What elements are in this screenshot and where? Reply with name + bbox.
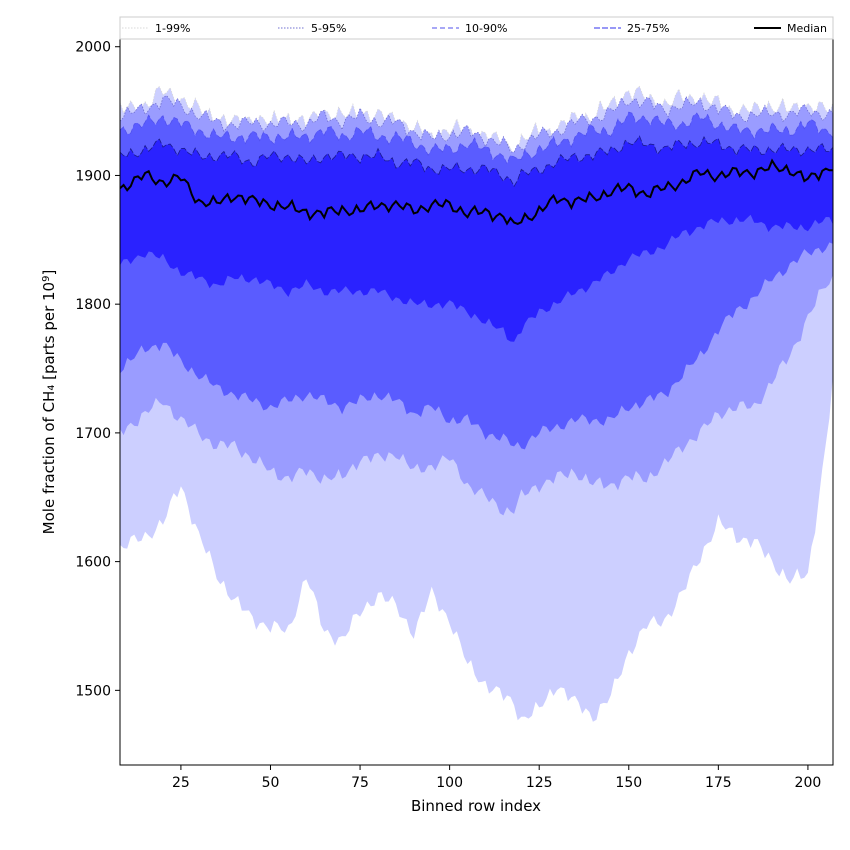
legend-label-25-75%: 25-75% (627, 22, 669, 35)
legend: 1-99% 5-95% 10-90% 25-75% Median (119, 16, 834, 40)
band-25-75%-upper-line (120, 135, 833, 188)
median-series (120, 158, 833, 226)
legend-box (119, 16, 834, 40)
y-axis-label-prefix: Mole fraction of CH₄ [parts per 10 (40, 282, 58, 534)
legend-label-5-95%: 5-95% (311, 22, 346, 35)
x-tick-label-125: 125 (526, 775, 553, 791)
median-line (120, 158, 833, 226)
x-tick-label-100: 100 (436, 775, 463, 791)
x-axis-ticks: 25 50 75 100 125 150 175 200 (172, 765, 821, 791)
y-tick-label-1600: 1600 (75, 555, 111, 571)
y-axis-ticks: 1500 1600 1700 1800 1900 2000 (75, 40, 120, 699)
y-axis-label-exponent: 9 (41, 276, 52, 282)
x-tick-label-50: 50 (262, 775, 280, 791)
y-axis-label: Mole fraction of CH₄ [parts per 109] (40, 270, 58, 535)
y-tick-label-1500: 1500 (75, 683, 111, 699)
x-tick-label-175: 175 (705, 775, 732, 791)
x-tick-label-75: 75 (351, 775, 369, 791)
x-tick-label-25: 25 (172, 775, 190, 791)
legend-label-1-99%: 1-99% (155, 22, 190, 35)
x-tick-label-200: 200 (795, 775, 822, 791)
legend-label-Median: Median (787, 22, 827, 35)
x-tick-label-150: 150 (615, 775, 642, 791)
band-5-95%-upper-line (120, 95, 833, 153)
band-10-90%-upper-line (120, 111, 833, 165)
legend-label-10-90%: 10-90% (465, 22, 507, 35)
y-tick-label-2000: 2000 (75, 40, 111, 56)
y-axis-label-suffix: ] (40, 270, 58, 276)
y-tick-label-1900: 1900 (75, 168, 111, 184)
y-tick-label-1800: 1800 (75, 297, 111, 313)
x-axis-label: Binned row index (411, 797, 541, 815)
y-tick-label-1700: 1700 (75, 426, 111, 442)
